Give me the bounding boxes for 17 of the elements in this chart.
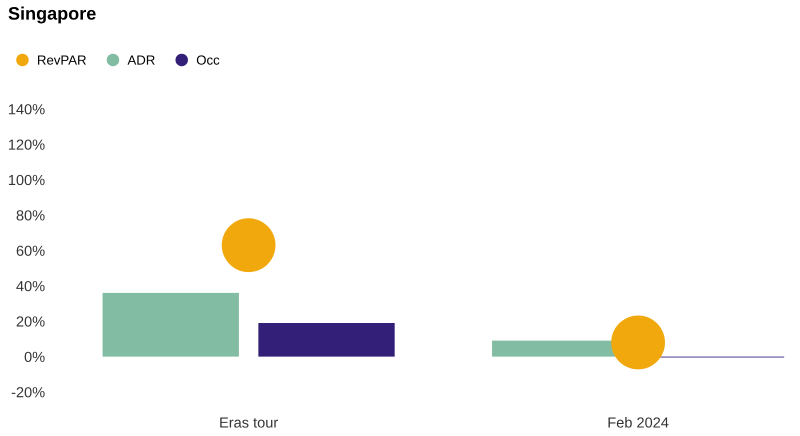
y-tick-label: 120% (8, 139, 45, 150)
y-tick-label: 140% (8, 104, 45, 114)
bar (102, 292, 239, 357)
bar (258, 322, 395, 357)
y-tick-label: 60% (16, 246, 45, 256)
y-tick-label: 40% (16, 280, 45, 292)
y-tick-label: 0% (24, 352, 45, 362)
chart-title: Singapore (8, 6, 96, 24)
y-tick-label: 80% (16, 210, 45, 221)
x-tick-label: Feb 2024 (608, 416, 668, 428)
legend-label: Occ (196, 55, 220, 65)
legend-label: ADR (127, 56, 155, 65)
y-tick-label: 100% (8, 174, 45, 186)
legend-label: RevPAR (38, 56, 86, 65)
y-tick-label: -20% (12, 387, 45, 398)
x-tick-label: Eras tour (220, 418, 278, 428)
y-tick-label: 20% (16, 316, 45, 327)
